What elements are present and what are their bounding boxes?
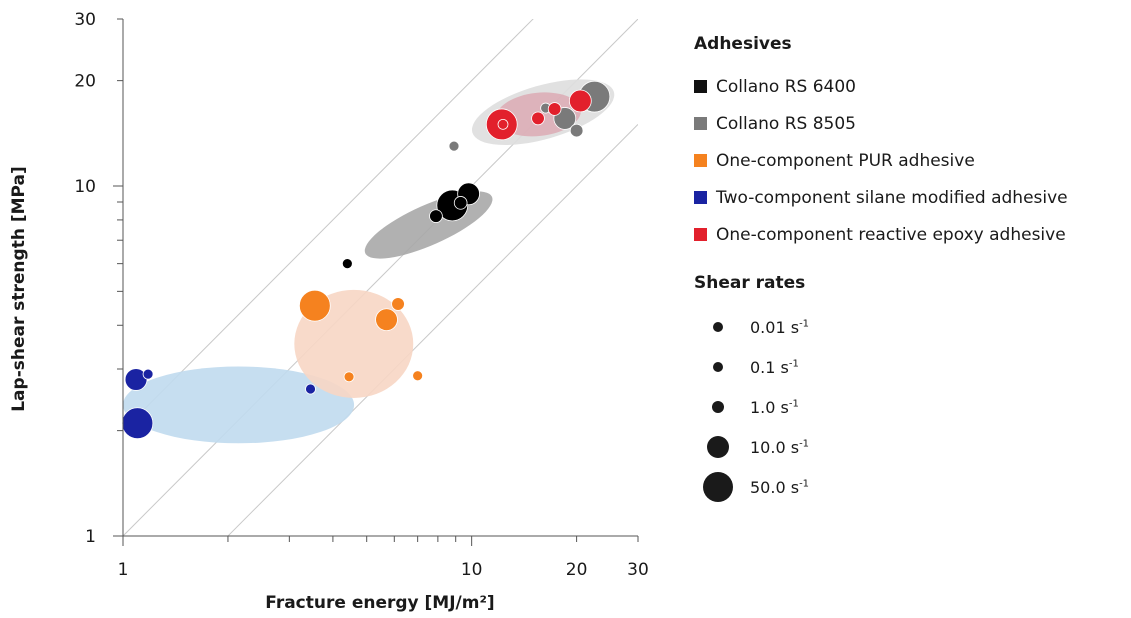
data-point [412, 370, 424, 382]
x-tick-label: 20 [566, 560, 588, 580]
legend-rate-dot [702, 471, 734, 503]
legend-rate-unit-exponent: -1 [799, 318, 810, 330]
legend-rate-value: 1.0 [750, 397, 776, 417]
legend-rate-item: 0.1 s-1 [694, 347, 1124, 387]
data-points [121, 80, 611, 440]
data-point [341, 258, 353, 270]
data-point [391, 297, 405, 311]
legend-rate-unit: s [780, 397, 789, 417]
data-point [497, 118, 509, 130]
data-point [568, 89, 592, 113]
legend-rate-marker [694, 400, 742, 414]
legend-item: Collano RS 8505 [694, 105, 1124, 142]
legend-shear-rates-list: 0.01 s-1 0.1 s-1 1.0 s-1 10.0 s-1 50.0 s-1 [694, 307, 1124, 507]
x-axis-title: Fracture energy [MJ/m²] [265, 593, 494, 613]
data-point [453, 196, 468, 210]
legend-swatch [694, 117, 707, 130]
legend-rate-marker [694, 471, 742, 503]
legend-rate-marker [694, 322, 742, 332]
legend-rate-value: 50.0 [750, 477, 786, 497]
legend-rate-unit: s [780, 357, 789, 377]
legend-rate-marker [694, 362, 742, 372]
legend-shear-rates-title: Shear rates [694, 273, 806, 293]
scatter-chart: 1 10 20 30 1 10 20 30 Fracture energy [MJ/m²] L… [9, 10, 649, 613]
legend-item: One-component reactive epoxy adhesive [694, 216, 1124, 253]
legend-rate-label: 0.1 s-1 [750, 358, 799, 377]
y-tick-label: 1 [85, 527, 96, 547]
x-tick-label: 10 [461, 560, 483, 580]
legend-label: Collano RS 6400 [716, 76, 856, 97]
x-tick-label: 1 [118, 560, 129, 580]
data-point [547, 102, 562, 116]
legend-swatch [694, 154, 707, 167]
legend-rate-dot [713, 322, 723, 332]
y-axis-title: Lap-shear strength [MPa] [9, 166, 29, 412]
data-point [375, 308, 398, 332]
axes: 1 10 20 30 1 10 20 30 [74, 10, 648, 580]
legend-swatch [694, 80, 707, 93]
legend-rate-label: 10.0 s-1 [750, 438, 809, 457]
legend-rate-unit-exponent: -1 [799, 478, 810, 490]
reference-line [123, 19, 534, 431]
data-point [448, 140, 460, 152]
y-tick-label: 10 [74, 177, 96, 197]
data-point [569, 123, 584, 138]
data-point [124, 368, 148, 391]
legend-rate-label: 0.01 s-1 [750, 318, 809, 337]
legend-item: Collano RS 6400 [694, 68, 1124, 105]
data-point [305, 383, 316, 395]
legend-rate-label: 1.0 s-1 [750, 398, 799, 417]
legend-rate-unit-exponent: -1 [788, 358, 799, 370]
legend-rate-item: 50.0 s-1 [694, 467, 1124, 507]
legend-rate-value: 0.1 [750, 357, 776, 377]
legend-rate-unit-exponent: -1 [788, 398, 799, 410]
legend-adhesives-title: Adhesives [694, 34, 792, 54]
legend-rate-dot [711, 400, 725, 414]
legend-swatch [694, 228, 707, 241]
legend-label: One-component reactive epoxy adhesive [716, 224, 1066, 245]
legend-rate-unit: s [790, 477, 800, 497]
legend-rate-unit-exponent: -1 [799, 438, 810, 450]
legend-rate-unit: s [790, 317, 800, 337]
data-point [343, 371, 355, 383]
legend-rate-label: 50.0 s-1 [750, 478, 809, 497]
legend-adhesives-list: Collano RS 6400 Collano RS 8505 One-compon… [694, 68, 1124, 253]
y-tick-label: 20 [74, 72, 96, 92]
data-point [121, 407, 154, 440]
legend-label: One-component PUR adhesive [716, 150, 975, 171]
legend-label: Two-component silane modified adhesive [716, 187, 1068, 208]
group-regions [123, 79, 615, 444]
y-tick-label: 30 [74, 10, 96, 30]
data-point [531, 111, 545, 126]
legend-rate-unit: s [790, 437, 800, 457]
legend-rate-dot [707, 436, 729, 458]
legend: Adhesives Collano RS 6400 Collano RS 8505… [694, 34, 1124, 507]
legend-rate-item: 1.0 s-1 [694, 387, 1124, 427]
x-tick-label: 30 [627, 560, 649, 580]
data-point [429, 209, 443, 223]
legend-rate-marker [694, 436, 742, 458]
data-point [299, 289, 331, 322]
legend-swatch [694, 191, 707, 204]
data-point [142, 368, 154, 380]
legend-label: Collano RS 8505 [716, 113, 856, 134]
legend-item: One-component PUR adhesive [694, 142, 1124, 179]
legend-item: Two-component silane modified adhesive [694, 179, 1124, 216]
legend-rate-dot [713, 362, 723, 372]
legend-rate-item: 10.0 s-1 [694, 427, 1124, 467]
group-region [123, 366, 355, 444]
legend-rate-value: 10.0 [750, 437, 786, 457]
legend-rate-value: 0.01 [750, 317, 786, 337]
legend-rate-item: 0.01 s-1 [694, 307, 1124, 347]
